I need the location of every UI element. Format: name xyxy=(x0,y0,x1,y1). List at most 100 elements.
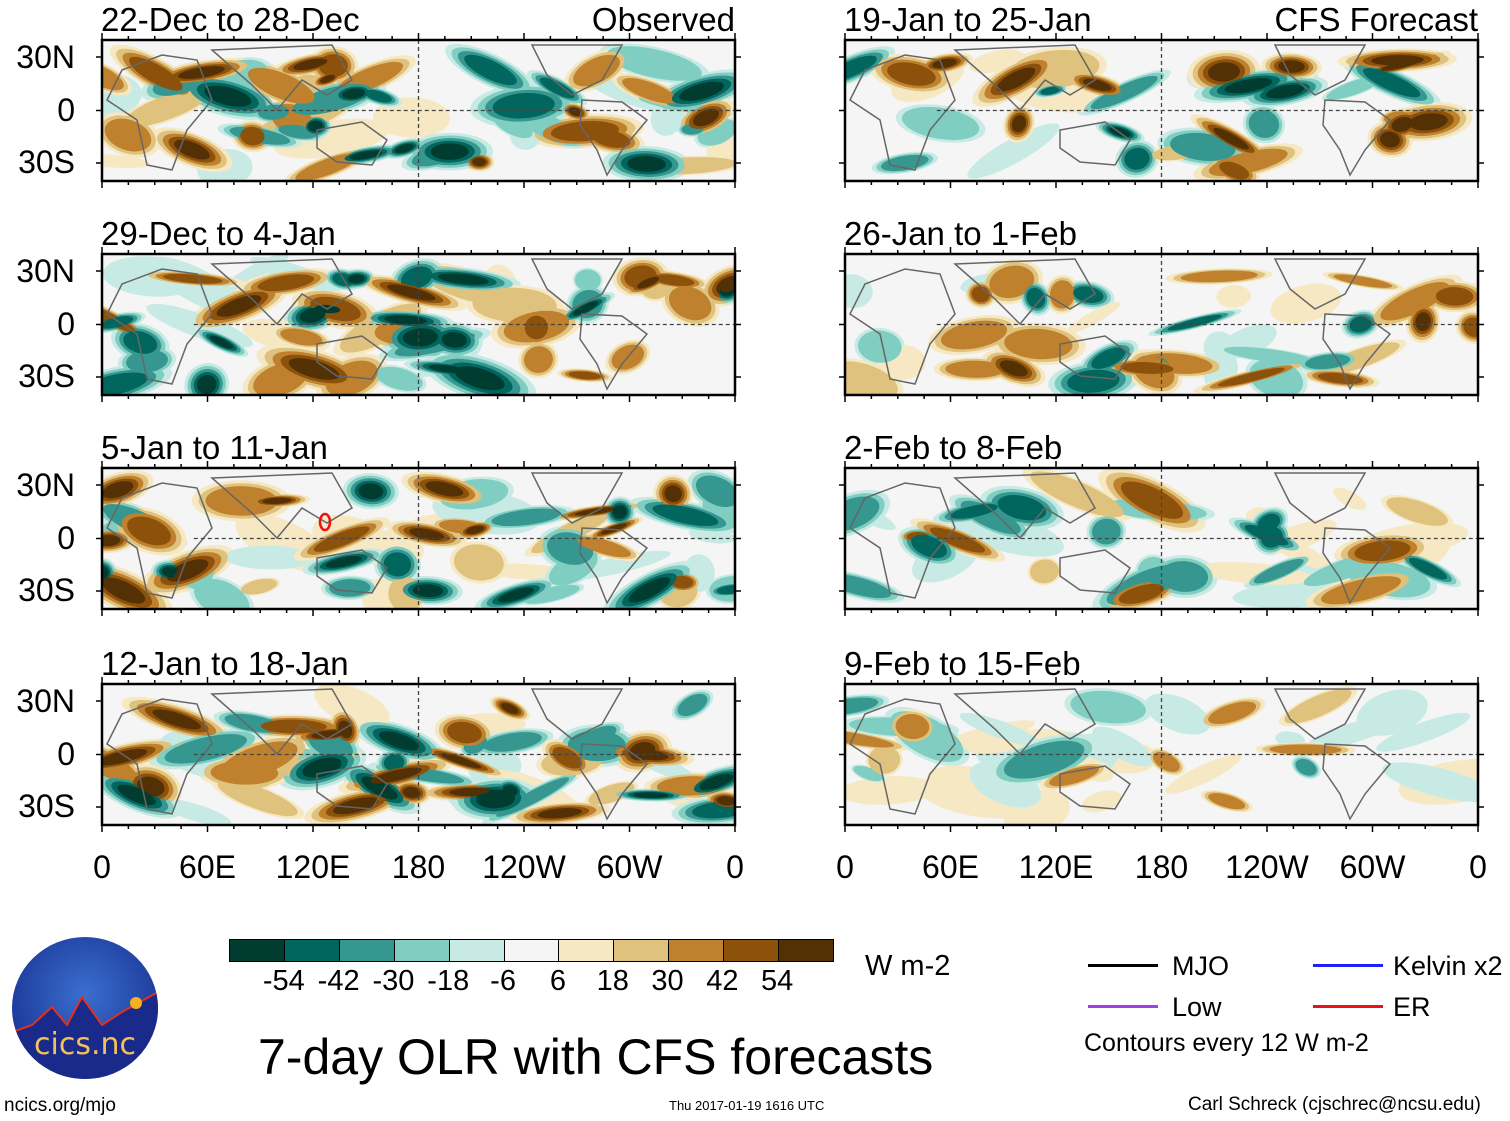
figure-title: 7-day OLR with CFS forecasts xyxy=(258,1029,934,1085)
lat-label: 30N xyxy=(16,253,75,289)
positive-anomaly-region xyxy=(652,274,695,286)
lon-label: 60E xyxy=(179,849,236,885)
lon-label: 0 xyxy=(836,849,854,885)
negative-anomaly-region xyxy=(1257,513,1281,533)
colorbar-tick-label: -6 xyxy=(490,965,516,997)
positive-anomaly-region xyxy=(1317,372,1364,385)
positive-anomaly-region xyxy=(503,704,516,713)
colorbar-swatch xyxy=(504,940,560,961)
positive-anomaly-region xyxy=(247,67,315,104)
olr-anomaly-map xyxy=(839,461,1484,616)
negative-anomaly-region xyxy=(126,349,168,373)
colorbar xyxy=(229,939,834,962)
coastline xyxy=(1059,549,1131,594)
positive-anomaly-region xyxy=(205,486,278,516)
positive-anomaly-region xyxy=(1118,583,1165,604)
colorbar-swatch xyxy=(230,940,285,961)
negative-anomaly-region xyxy=(845,697,879,715)
negative-anomaly-region xyxy=(482,792,509,806)
footer-timestamp: Thu 2017-01-19 1616 UTC xyxy=(669,1098,825,1113)
negative-anomaly-region xyxy=(350,275,363,282)
positive-anomaly-region xyxy=(544,809,576,817)
positive-anomaly-region xyxy=(1083,78,1112,91)
positive-anomaly-region xyxy=(1379,56,1416,64)
panel-title: 26-Jan to 1-Feb xyxy=(844,215,1077,252)
lat-label: 30S xyxy=(18,358,75,394)
lat-label: 0 xyxy=(57,736,75,772)
coastline xyxy=(106,54,213,171)
negative-anomaly-region xyxy=(204,85,252,107)
coastline xyxy=(530,44,624,96)
negative-anomaly-region xyxy=(523,584,580,604)
colorbar-tick-label: 54 xyxy=(761,965,794,997)
lon-label: 180 xyxy=(1134,849,1189,885)
negative-anomaly-region xyxy=(539,77,575,99)
olr-anomaly-map xyxy=(839,247,1484,402)
negative-anomaly-region xyxy=(257,104,289,120)
positive-anomaly-region xyxy=(640,278,656,287)
lat-label: 30S xyxy=(18,144,75,180)
olr-anomaly-map xyxy=(96,33,741,188)
negative-anomaly-region xyxy=(1356,689,1428,736)
positive-anomaly-region xyxy=(456,789,490,795)
legend-label-low: Low xyxy=(1172,992,1222,1022)
positive-anomaly-region xyxy=(1216,285,1251,308)
positive-anomaly-region xyxy=(568,371,601,380)
positive-anomaly-region xyxy=(372,97,451,138)
positive-anomaly-region xyxy=(1321,576,1402,605)
colorbar-tick-label: 6 xyxy=(549,965,566,997)
negative-anomaly-region xyxy=(446,275,481,283)
positive-anomaly-region xyxy=(1380,282,1450,321)
positive-anomaly-region xyxy=(295,153,360,181)
positive-anomaly-region xyxy=(127,516,171,546)
negative-anomaly-region xyxy=(638,793,663,798)
positive-anomaly-region xyxy=(1414,115,1442,128)
coastline xyxy=(210,472,354,540)
lat-label: 30N xyxy=(16,39,75,75)
positive-anomaly-region xyxy=(1120,481,1184,519)
coastline xyxy=(953,472,1097,540)
coastline xyxy=(1059,335,1131,380)
positive-anomaly-region xyxy=(845,776,938,805)
olr-anomaly-map xyxy=(96,247,741,402)
olr-anomaly-map xyxy=(96,461,741,616)
lon-label: 60E xyxy=(922,849,979,885)
negative-anomaly-region xyxy=(397,145,411,152)
colorbar-tick-label: 30 xyxy=(651,965,684,997)
negative-anomaly-region xyxy=(417,586,439,595)
coastline xyxy=(106,482,213,599)
positive-anomaly-region xyxy=(220,741,298,780)
negative-anomaly-region xyxy=(224,545,314,570)
colorbar-swatch xyxy=(449,940,505,961)
coastline xyxy=(953,44,1097,112)
colorbar-tick-label: 18 xyxy=(596,965,629,997)
negative-anomaly-region xyxy=(505,786,516,795)
negative-anomaly-region xyxy=(688,527,735,544)
positive-anomaly-region xyxy=(887,62,936,86)
negative-anomaly-region xyxy=(375,366,423,391)
negative-anomaly-region xyxy=(950,503,998,519)
negative-anomaly-region xyxy=(1073,286,1104,303)
olr-anomaly-map xyxy=(96,677,741,832)
negative-anomaly-region xyxy=(361,776,398,800)
legend-label-mjo: MJO xyxy=(1172,951,1229,981)
positive-anomaly-region xyxy=(280,328,323,346)
negative-anomaly-region xyxy=(1092,726,1154,767)
negative-anomaly-region xyxy=(911,534,948,559)
olr-anomaly-map xyxy=(839,33,1484,188)
legend-line-low xyxy=(1088,1005,1158,1008)
coastline xyxy=(579,99,649,177)
footer-url[interactable]: ncics.org/mjo xyxy=(4,1095,116,1116)
legend-line-er xyxy=(1313,1005,1383,1008)
negative-anomaly-region xyxy=(577,725,617,748)
positive-anomaly-region xyxy=(378,770,414,781)
positive-anomaly-region xyxy=(932,58,958,69)
lon-label: 60W xyxy=(596,849,663,885)
negative-anomaly-region xyxy=(102,316,134,329)
negative-anomaly-region xyxy=(1159,561,1209,592)
lon-label: 120E xyxy=(275,849,351,885)
negative-anomaly-region xyxy=(1363,68,1421,98)
coastline xyxy=(316,121,388,166)
legend-line-kelvin xyxy=(1313,964,1383,967)
positive-anomaly-region xyxy=(402,786,421,799)
